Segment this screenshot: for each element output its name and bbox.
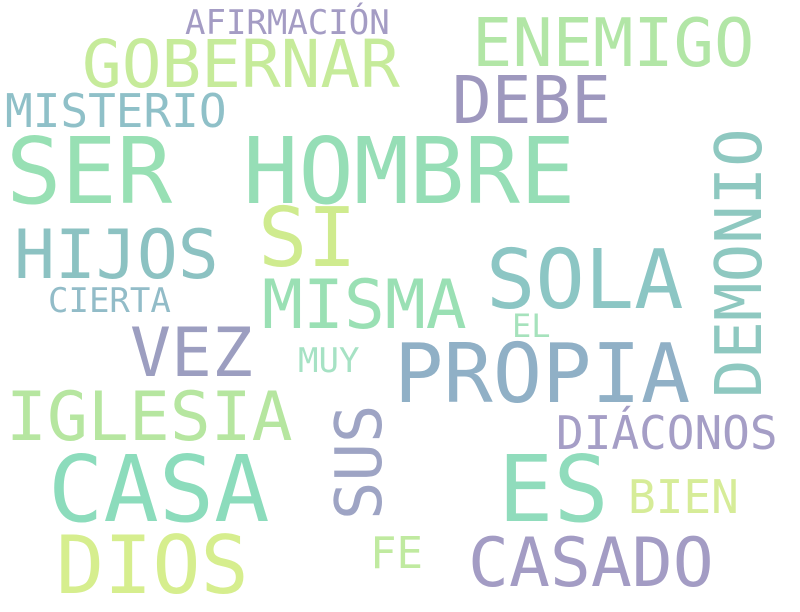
word-iglesia: IGLESIA	[6, 378, 293, 457]
word-casado: CASADO	[468, 524, 714, 603]
word-el: EL	[512, 307, 551, 345]
word-si: SI	[258, 191, 357, 286]
word-gobernar: GOBERNAR	[82, 26, 400, 103]
word-cierta: CIERTA	[48, 281, 171, 321]
word-propia: PROPIA	[394, 327, 691, 422]
word-misterio: MISTERIO	[5, 84, 227, 138]
word-misma: MISMA	[262, 266, 467, 345]
word-demonio: DEMONIO	[703, 128, 777, 398]
word-afirmacion: AFIRMACIÓN	[185, 3, 390, 43]
word-hijos: HIJOS	[14, 216, 219, 295]
word-vez: VEZ	[130, 314, 253, 393]
word-dios: DIOS	[56, 519, 249, 612]
word-sus: SUS	[323, 404, 397, 520]
word-bien: BIEN	[628, 470, 739, 524]
word-sola: SOLA	[486, 233, 684, 328]
word-casa: CASA	[48, 436, 270, 543]
word-diaconos: DIÁCONOS	[556, 406, 778, 460]
word-enemigo: ENEMIGO	[472, 4, 755, 82]
word-fe: FE	[370, 528, 423, 579]
word-muy: MUY	[298, 341, 360, 381]
word-hombre: HOMBRE	[243, 118, 576, 225]
word-debe: DEBE	[452, 62, 611, 139]
word-ser: SER	[6, 118, 173, 225]
word-es: ES	[498, 436, 609, 543]
